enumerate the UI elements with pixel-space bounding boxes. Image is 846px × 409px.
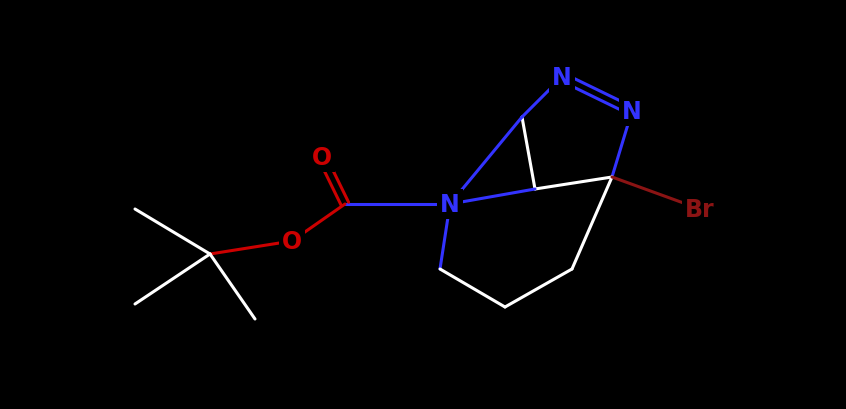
- Text: Br: Br: [685, 198, 715, 221]
- Text: N: N: [440, 193, 460, 216]
- Text: O: O: [282, 229, 302, 254]
- Text: N: N: [552, 66, 572, 90]
- Text: O: O: [312, 146, 332, 170]
- Text: N: N: [622, 100, 642, 124]
